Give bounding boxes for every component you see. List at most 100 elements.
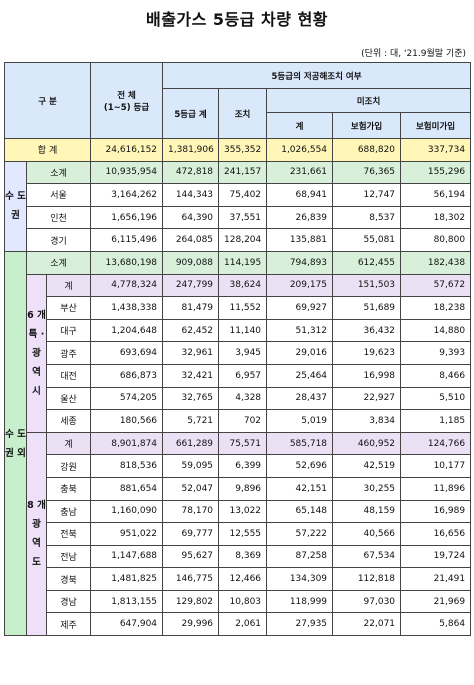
region-name: 대전 — [45, 363, 92, 388]
value-cell: 144,343 — [162, 183, 220, 207]
header-no-measures: 미조치 — [266, 88, 472, 113]
value-cell: 114,195 — [218, 250, 268, 275]
value-cell: 472,818 — [162, 160, 220, 185]
value-cell: 951,022 — [90, 522, 164, 546]
value-cell: 241,157 — [218, 160, 268, 185]
table-row: 광주 693,694 32,961 3,945 29,016 19,623 9,393 — [5, 341, 472, 365]
value-cell: 42,519 — [332, 454, 402, 478]
value-cell: 95,627 — [162, 544, 220, 569]
vehicle-status-table: 구 분 전 체 (1~5) 등급 5등급의 저공해조치 여부 5등급 계 조치 … — [3, 62, 472, 637]
table-row: 8 개 광 역 도 계 8,901,874 661,289 75,571 585,718 4… — [5, 431, 472, 637]
value-cell: 64,390 — [162, 205, 220, 230]
value-cell: 80,800 — [400, 228, 472, 252]
value-cell: 1,438,338 — [90, 296, 164, 320]
value-cell: 21,969 — [400, 589, 472, 614]
value-cell: 818,536 — [90, 454, 164, 478]
value-cell: 16,656 — [400, 522, 472, 546]
value-cell: 59,095 — [162, 454, 220, 478]
value-cell: 32,961 — [162, 341, 220, 365]
value-cell: 1,481,825 — [90, 567, 164, 591]
table-row: 수 도 권 외 소계 13,680,198 909,088 114,195 794,893… — [4, 250, 472, 637]
value-cell: 129,802 — [162, 589, 220, 614]
region-name: 부산 — [45, 296, 92, 320]
table-row: 경남 1,813,155 129,802 10,803 118,999 97,030 21,… — [5, 589, 472, 614]
region-name: 계 — [45, 431, 92, 456]
value-cell: 16,998 — [332, 363, 402, 388]
value-cell: 69,777 — [162, 522, 220, 546]
header-grade5-total: 5등급 계 — [162, 88, 220, 139]
table-row: 강원 818,536 59,095 6,399 52,696 42,519 10,177 — [5, 454, 472, 478]
value-cell: 19,724 — [400, 544, 472, 569]
value-cell: 75,402 — [218, 183, 268, 207]
value-cell: 29,016 — [266, 341, 334, 365]
value-cell: 13,022 — [218, 499, 268, 524]
table-row: 제주 647,904 29,996 2,061 27,935 22,071 5,864 — [5, 612, 472, 637]
value-cell: 30,255 — [332, 476, 402, 501]
value-cell: 48,159 — [332, 499, 402, 524]
value-cell: 97,030 — [332, 589, 402, 614]
value-cell: 5,864 — [400, 612, 472, 637]
value-cell: 65,148 — [266, 499, 334, 524]
table-row: 울산 574,205 32,765 4,328 28,437 22,927 5,510 — [5, 386, 472, 411]
value-cell: 11,552 — [218, 296, 268, 320]
value-cell: 9,896 — [218, 476, 268, 501]
grand-total-label: 합 계 — [3, 138, 92, 162]
header-category: 구 분 — [3, 62, 92, 139]
table-row: 충북 881,654 52,047 9,896 42,151 30,255 11,896 — [5, 476, 472, 501]
region-name: 대구 — [45, 318, 92, 343]
value-cell: 56,194 — [400, 183, 472, 207]
value-cell: 5,510 — [400, 386, 472, 411]
value-cell: 1,026,554 — [266, 138, 334, 162]
value-cell: 1,147,688 — [90, 544, 164, 569]
table-row: 서울 3,164,262 144,343 75,402 68,941 12,747 56,1… — [5, 183, 472, 207]
value-cell: 57,222 — [266, 522, 334, 546]
value-cell: 40,566 — [332, 522, 402, 546]
value-cell: 51,312 — [266, 318, 334, 343]
value-cell: 11,896 — [400, 476, 472, 501]
value-cell: 52,047 — [162, 476, 220, 501]
region-name: 전남 — [45, 544, 92, 569]
value-cell: 155,296 — [400, 160, 472, 185]
value-cell: 1,381,906 — [162, 138, 220, 162]
value-cell: 6,957 — [218, 363, 268, 388]
value-cell: 36,432 — [332, 318, 402, 343]
table-row: 수 도 권 소계 10,935,954 472,818 241,157 231,661 76… — [4, 160, 472, 252]
value-cell: 11,140 — [218, 318, 268, 343]
value-cell: 585,718 — [266, 431, 334, 456]
value-cell: 29,996 — [162, 612, 220, 637]
region-name: 충북 — [45, 476, 92, 501]
value-cell: 32,765 — [162, 386, 220, 411]
value-cell: 26,839 — [266, 205, 334, 230]
value-cell: 32,421 — [162, 363, 220, 388]
table-row: 전북 951,022 69,777 12,555 57,222 40,566 16,656 — [5, 522, 472, 546]
table-row: 경기 6,115,496 264,085 128,204 135,881 55,081 80… — [5, 228, 472, 252]
value-cell: 67,534 — [332, 544, 402, 569]
table-row: 충남 1,160,090 78,170 13,022 65,148 48,159 16,98… — [5, 499, 472, 524]
region-name: 강원 — [45, 454, 92, 478]
value-cell: 1,185 — [400, 409, 472, 433]
value-cell: 180,566 — [90, 409, 164, 433]
value-cell: 1,160,090 — [90, 499, 164, 524]
header-total-line1: 전 체 — [117, 90, 136, 101]
value-cell: 12,555 — [218, 522, 268, 546]
value-cell: 37,551 — [218, 205, 268, 230]
value-cell: 151,503 — [332, 273, 402, 298]
table-row: 전남 1,147,688 95,627 8,369 87,258 67,534 19,724 — [5, 544, 472, 569]
header-nm-total: 계 — [266, 112, 334, 139]
table-row: 경북 1,481,825 146,775 12,466 134,309 112,818 21… — [5, 567, 472, 591]
region-name: 인천 — [25, 205, 92, 230]
value-cell: 3,945 — [218, 341, 268, 365]
value-cell: 68,941 — [266, 183, 334, 207]
region-name: 경기 — [25, 228, 92, 252]
value-cell: 135,881 — [266, 228, 334, 252]
value-cell: 5,721 — [162, 409, 220, 433]
value-cell: 3,164,262 — [90, 183, 164, 207]
value-cell: 881,654 — [90, 476, 164, 501]
value-cell: 6,115,496 — [90, 228, 164, 252]
value-cell: 38,624 — [218, 273, 268, 298]
value-cell: 8,537 — [332, 205, 402, 230]
value-cell: 19,623 — [332, 341, 402, 365]
value-cell: 27,935 — [266, 612, 334, 637]
value-cell: 51,689 — [332, 296, 402, 320]
table-row: 부산 1,438,338 81,479 11,552 69,927 51,689 18,23… — [5, 296, 472, 320]
